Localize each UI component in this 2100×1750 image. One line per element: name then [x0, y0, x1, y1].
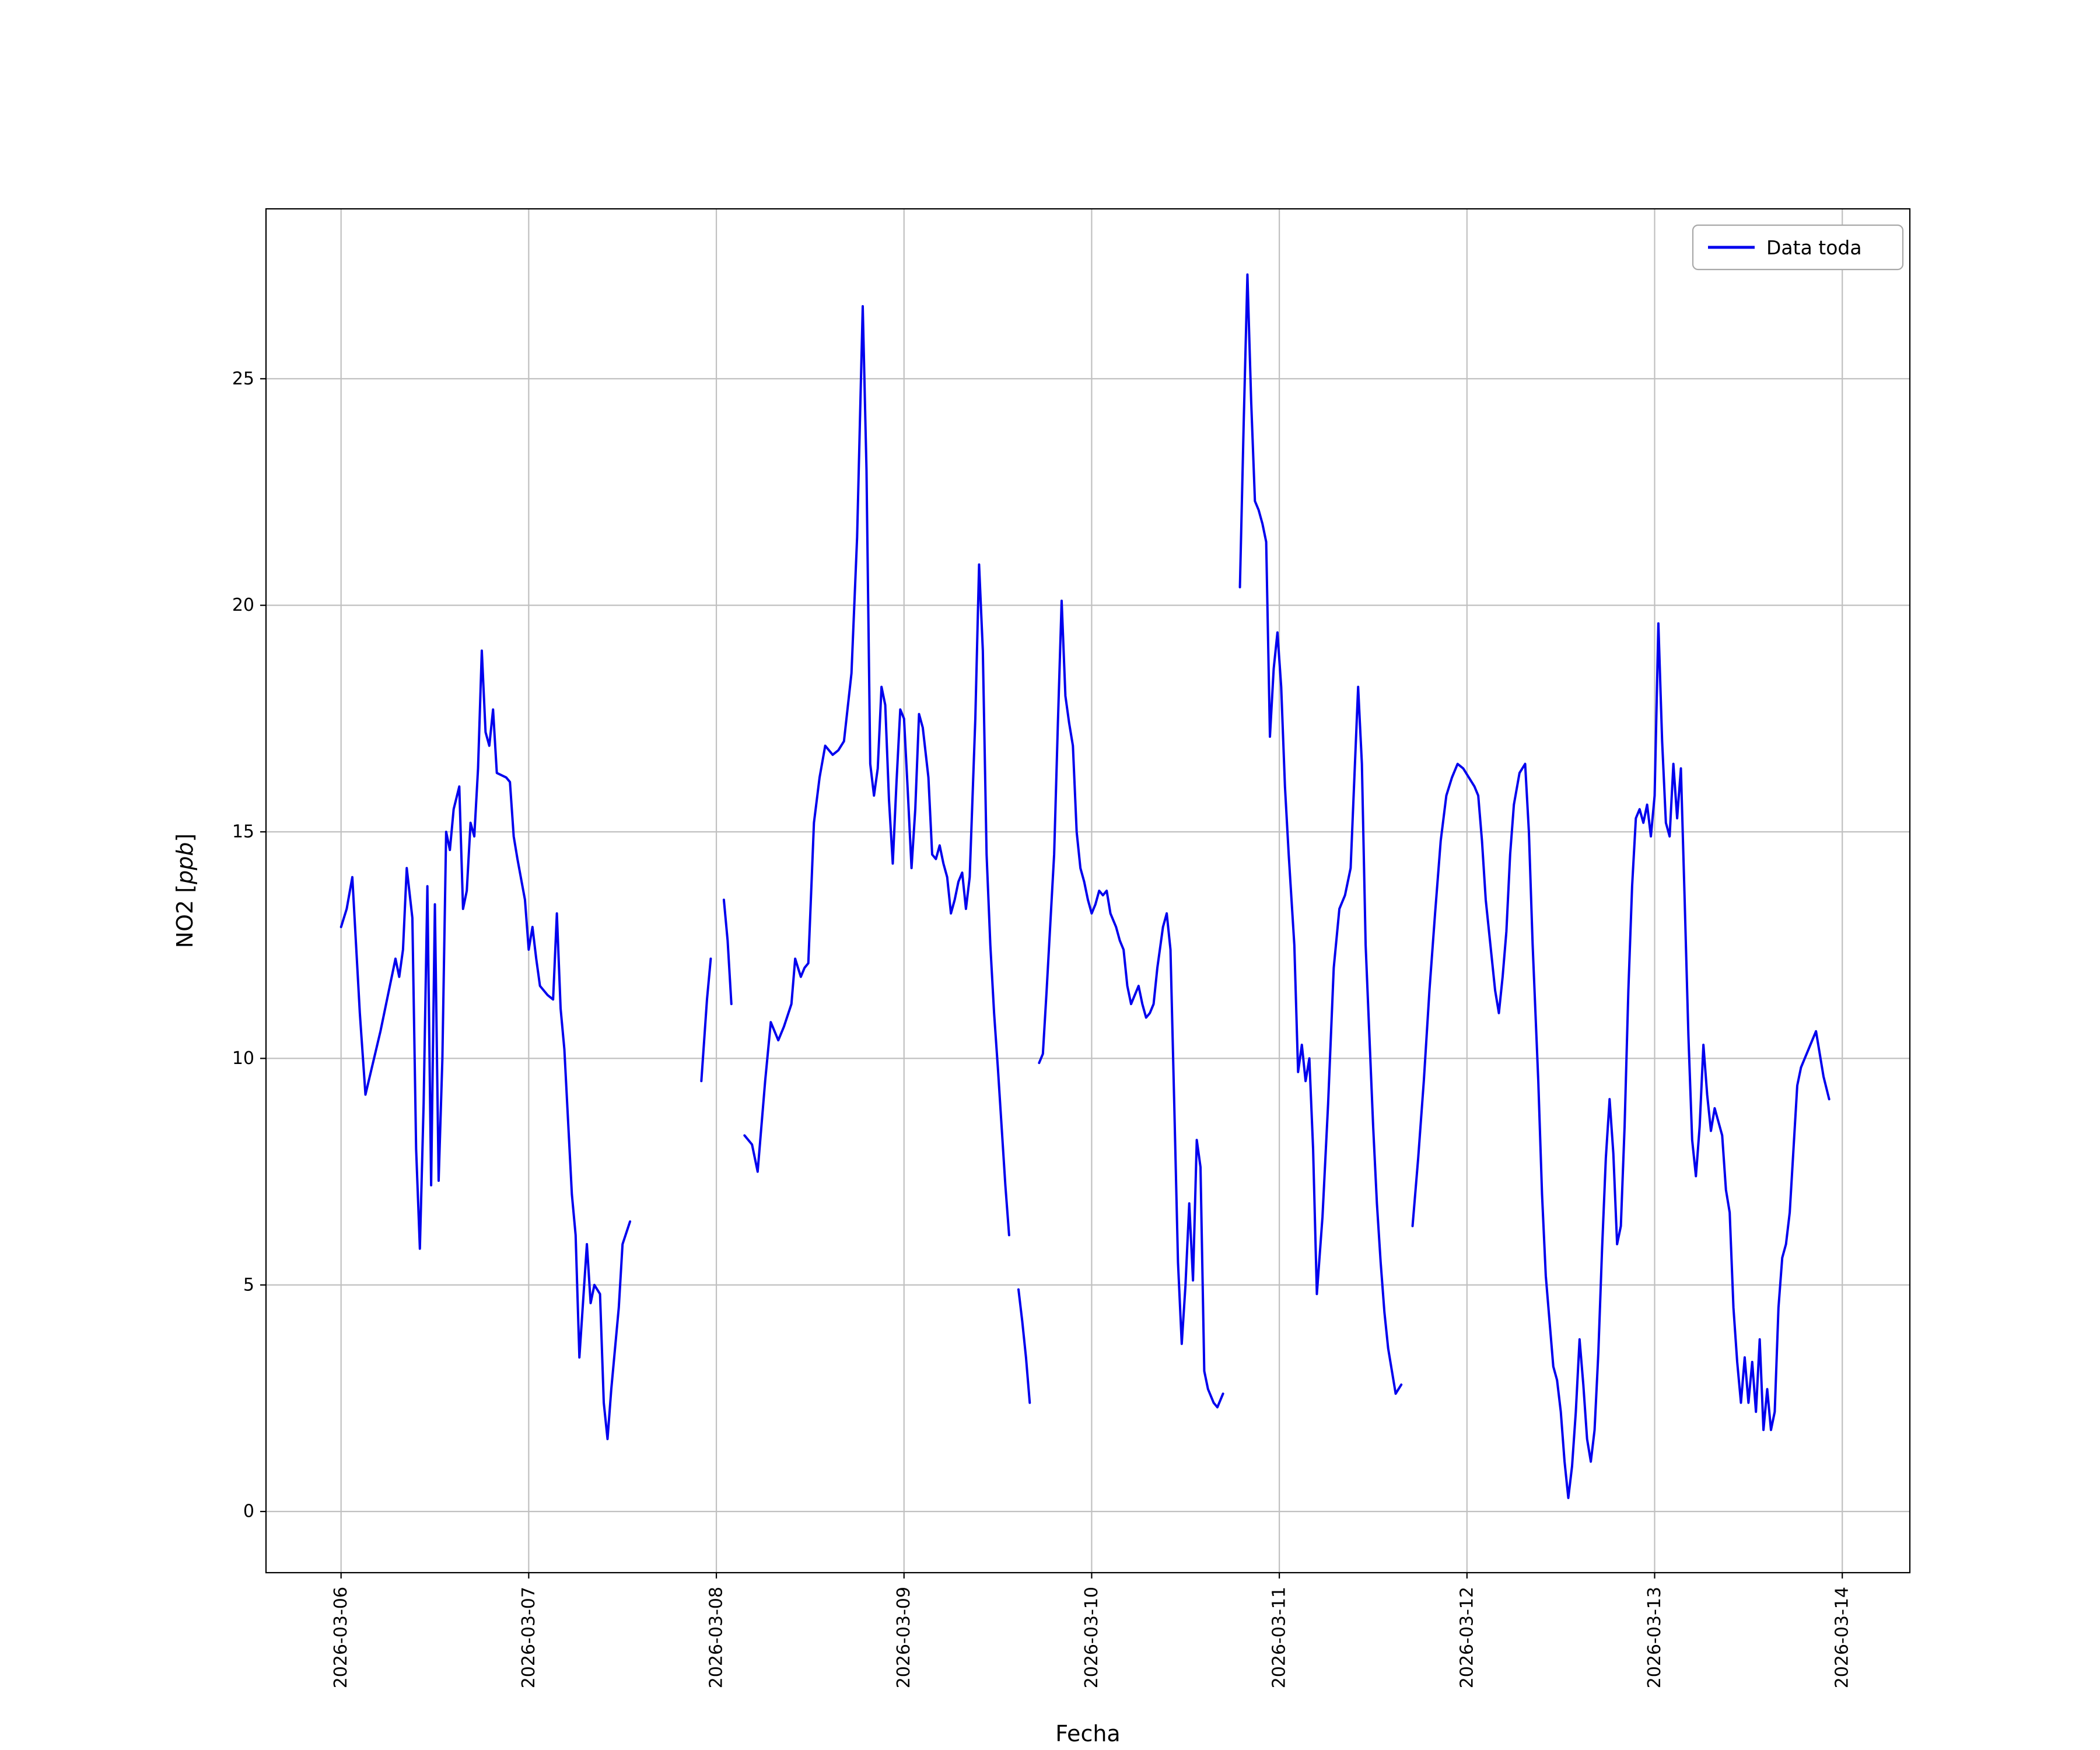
x-tick-label: 2026-03-07 — [519, 1587, 539, 1688]
x-tick-label: 2026-03-06 — [331, 1587, 351, 1688]
series-line-segment — [700, 957, 712, 1083]
tick-layer: 2026-03-06 2026-03-07 2026-03-08 2026-03-09… — [232, 369, 1853, 1689]
x-tick-label: 2026-03-12 — [1457, 1587, 1477, 1688]
plot-frame — [265, 208, 1911, 1574]
legend-label: Data toda — [1766, 236, 1862, 259]
y-axis-label-math: ppb — [172, 842, 198, 885]
x-tick-label: 2026-03-14 — [1832, 1587, 1853, 1688]
y-axis-label-suffix: ] — [172, 834, 198, 842]
x-tick-label: 2026-03-13 — [1644, 1587, 1665, 1688]
series-line-segment — [340, 649, 632, 1440]
x-axis-label: Fecha — [1055, 1721, 1120, 1746]
y-tick-label: 0 — [243, 1502, 254, 1522]
y-tick-label: 15 — [232, 822, 254, 842]
x-tick-label: 2026-03-10 — [1082, 1587, 1102, 1688]
legend-box — [1692, 224, 1904, 271]
series-line-segment — [1038, 599, 1224, 1409]
series-layer — [340, 273, 1831, 1499]
x-tick-label: 2026-03-08 — [706, 1587, 727, 1688]
series-line-segment — [1238, 273, 1403, 1395]
series-line-segment — [1017, 1288, 1031, 1404]
y-axis-label: NO2 [ppb] — [172, 834, 198, 949]
x-tick-label: 2026-03-11 — [1269, 1587, 1290, 1688]
y-axis-label-prefix: NO2 [ — [172, 884, 198, 948]
series-line-segment — [743, 305, 1010, 1237]
y-tick-label: 25 — [232, 369, 254, 389]
x-tick-label: 2026-03-09 — [894, 1587, 914, 1688]
grid-layer — [266, 209, 1910, 1573]
series-line-segment — [1411, 622, 1831, 1499]
y-tick-label: 10 — [232, 1048, 254, 1069]
series-line-segment — [722, 898, 733, 1006]
legend: Data toda — [1692, 224, 1904, 271]
y-tick-label: 5 — [243, 1275, 254, 1295]
y-tick-label: 20 — [232, 595, 254, 615]
